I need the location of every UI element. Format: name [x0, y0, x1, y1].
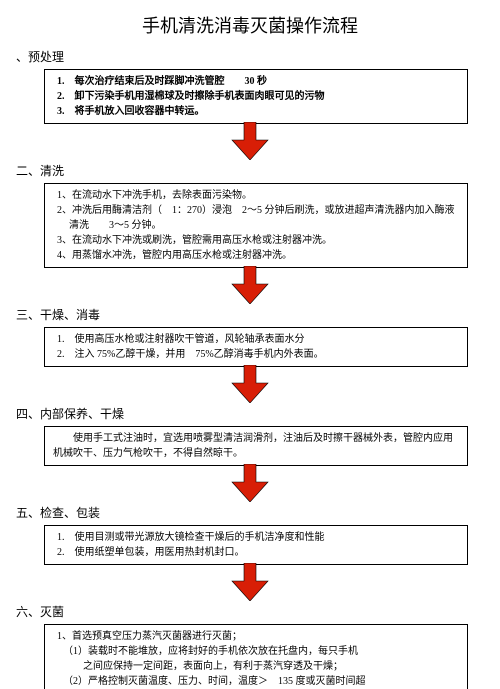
section-heading-wash: 二、清洗	[16, 162, 476, 179]
list-item: 3、在流动水下冲洗或刷洗，管腔需用高压水枪或注射器冲洗。	[57, 233, 459, 248]
content-box-inspect: 1. 使用目测或带光源放大镜检查干燥后的手机洁净度和性能 2. 使用纸塑单包装，…	[44, 525, 468, 565]
list-item: 2、冲洗后用酶清洁剂（ 1：270）浸泡 2～5 分钟后刷洗，或放进超声清洗器内…	[57, 203, 459, 233]
list-item: 之间应保持一定间距，表面向上，有利于蒸汽穿透及干燥；	[53, 659, 459, 674]
arrow-4	[24, 464, 476, 502]
content-box-pretreat: 1. 每次治疗结束后及时踩脚冲洗管腔 30 秒 2. 卸下污染手机用湿棉球及时擦…	[44, 69, 468, 124]
list-item: 2. 注入 75%乙醇干燥，并用 75%乙醇消毒手机内外表面。	[57, 347, 459, 362]
content-box-sterilize: 1、首选预真空压力蒸汽灭菌器进行灭菌； （1）装载时不能堆放，应将封好的手机依次…	[44, 624, 468, 689]
list-item: 2. 卸下污染手机用湿棉球及时擦除手机表面肉眼可见的污物	[57, 89, 459, 104]
list-item: （1）装载时不能堆放，应将封好的手机依次放在托盘内，每只手机	[53, 644, 459, 659]
content-box-wash: 1、在流动水下冲洗手机，去除表面污染物。 2、冲洗后用酶清洁剂（ 1：270）浸…	[44, 183, 468, 268]
list-item: （2）严格控制灭菌温度、压力、时间，温度＞ 135 度或灭菌时间超	[53, 674, 459, 689]
list-item: 3. 将手机放入回收容器中转运。	[57, 104, 459, 119]
section-heading-pretreat: 、预处理	[16, 48, 476, 65]
list-item: 1. 每次治疗结束后及时踩脚冲洗管腔 30 秒	[57, 74, 459, 89]
arrow-3	[24, 365, 476, 403]
section-heading-sterilize: 六、灭菌	[16, 603, 476, 620]
content-box-maintain: 使用手工式注油时，宜选用喷雾型清洁润滑剂，注油后及时擦干器械外表，管腔内应用机械…	[44, 426, 468, 466]
list-item: 4、用蒸馏水冲洗，管腔内用高压水枪或注射器冲洗。	[57, 248, 459, 263]
list-item: 1、首选预真空压力蒸汽灭菌器进行灭菌；	[53, 629, 459, 644]
content-box-dry: 1. 使用高压水枪或注射器吹干管道，风轮轴承表面水分 2. 注入 75%乙醇干燥…	[44, 327, 468, 367]
arrow-2	[24, 266, 476, 304]
list-item: 1. 使用目测或带光源放大镜检查干燥后的手机洁净度和性能	[57, 530, 459, 545]
page-title: 手机清洗消毒灭菌操作流程	[24, 12, 476, 38]
paragraph: 使用手工式注油时，宜选用喷雾型清洁润滑剂，注油后及时擦干器械外表，管腔内应用机械…	[53, 431, 459, 461]
arrow-1	[24, 122, 476, 160]
list-item: 1. 使用高压水枪或注射器吹干管道，风轮轴承表面水分	[57, 332, 459, 347]
arrow-5	[24, 563, 476, 601]
section-heading-inspect: 五、检查、包装	[16, 504, 476, 521]
section-heading-maintain: 四、内部保养、干燥	[16, 405, 476, 422]
list-item: 1、在流动水下冲洗手机，去除表面污染物。	[57, 188, 459, 203]
list-item: 2. 使用纸塑单包装，用医用热封机封口。	[57, 545, 459, 560]
section-heading-dry: 三、干燥、消毒	[16, 306, 476, 323]
